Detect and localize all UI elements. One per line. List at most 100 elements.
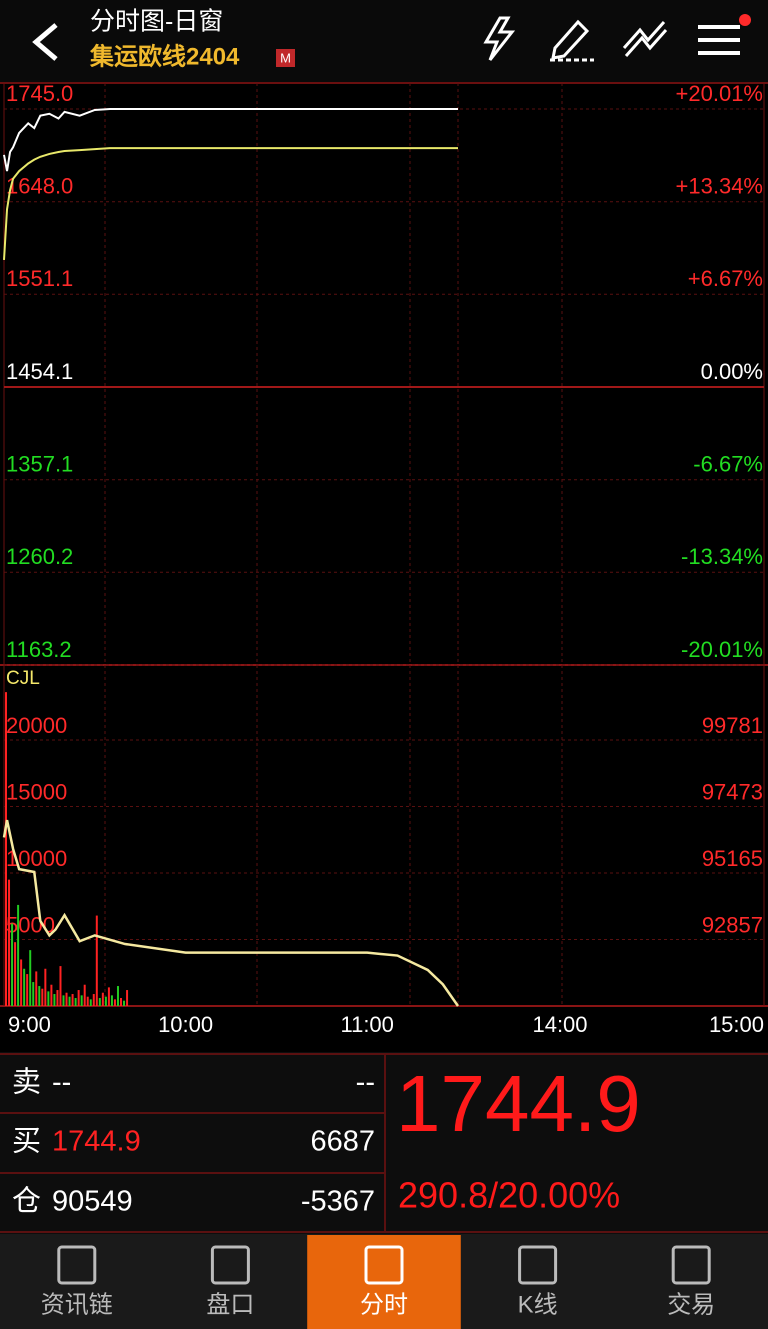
volume-bar	[8, 879, 11, 1006]
volume-bar	[120, 998, 123, 1006]
volume-bar	[107, 987, 110, 1006]
volume-bar	[123, 1000, 126, 1006]
y-tick-label: 1745.0	[6, 81, 73, 106]
volume-bar	[74, 998, 77, 1006]
tab-icon	[210, 1245, 250, 1285]
volume-bar	[65, 992, 68, 1006]
volume-bar	[32, 982, 35, 1006]
sell-label: 卖	[12, 1067, 41, 1099]
y-tick-label: 1260.2	[6, 544, 73, 569]
volume-bar	[50, 984, 53, 1006]
tab-label: 资讯链	[41, 1291, 113, 1318]
x-tick-label: 9:00	[8, 1012, 51, 1037]
tabs: 资讯链 盘口 分时 K线 交易	[41, 1235, 715, 1329]
volume-bar	[17, 904, 20, 1006]
y-tick-label: 1648.0	[6, 174, 73, 199]
page-title: 分时图-日窗	[90, 8, 223, 36]
y2-tick-label: +13.34%	[676, 173, 763, 198]
volume-bar	[44, 968, 47, 1006]
tab[interactable]: 分时	[307, 1235, 461, 1329]
volume-bar	[38, 986, 41, 1006]
indicator-button[interactable]	[622, 21, 668, 57]
y2-tick-label: +6.67%	[688, 266, 763, 291]
back-button[interactable]	[32, 23, 58, 61]
sell-price: --	[52, 1067, 71, 1099]
volume-bar	[113, 999, 116, 1006]
y2-tick-label: -6.67%	[693, 451, 763, 476]
oi-change: -5367	[301, 1186, 375, 1218]
last-price: 1744.9	[396, 1059, 641, 1148]
chart-area	[0, 82, 768, 1007]
panel-label: CJL	[6, 668, 40, 689]
volume-bar	[95, 915, 98, 1006]
volume-bar	[47, 991, 50, 1006]
volume-bar	[126, 990, 129, 1006]
tab[interactable]: 盘口	[206, 1245, 254, 1318]
oi-value: 90549	[52, 1186, 133, 1218]
volume-bar	[11, 923, 14, 1006]
volume-bar	[89, 999, 92, 1006]
x-tick-label: 14:00	[532, 1012, 587, 1037]
volume-bar	[92, 994, 95, 1006]
x-tick-label: 15:00	[709, 1012, 764, 1037]
y2-tick-label: -20.01%	[681, 637, 763, 662]
symbol-name: 集运欧线2404	[89, 42, 240, 70]
tab-icon	[671, 1245, 711, 1285]
y-tick-label: 1454.1	[6, 359, 73, 384]
tab[interactable]: 资讯链	[41, 1245, 113, 1318]
badge-box	[276, 49, 295, 67]
volume-bar	[116, 986, 119, 1006]
oi-label: 仓	[12, 1185, 41, 1218]
y-tick-label: 15000	[6, 779, 67, 804]
tab[interactable]: K线	[518, 1245, 558, 1318]
volume-bar	[101, 992, 104, 1006]
volume-bar	[80, 995, 83, 1006]
y2-tick-label: -13.34%	[681, 544, 763, 569]
volume-bar	[77, 990, 80, 1006]
y-tick-label: 1163.2	[6, 637, 72, 662]
menu-button[interactable]	[698, 14, 751, 55]
y-tick-label: 1357.1	[6, 452, 73, 477]
y2-tick-label: 95165	[702, 846, 763, 871]
volume-bar	[35, 971, 38, 1006]
volume-bar	[5, 692, 7, 1006]
tab-icon	[364, 1245, 404, 1285]
volume-bar	[29, 950, 32, 1006]
tab-label: 盘口	[206, 1291, 254, 1318]
volume-bar	[26, 974, 29, 1006]
volume-bar	[68, 996, 71, 1006]
price-change: 290.8/20.00%	[398, 1175, 620, 1216]
flash-button[interactable]	[483, 16, 516, 61]
volume-bar	[62, 995, 65, 1006]
series-line	[2, 819, 460, 1007]
volume-bar	[14, 942, 17, 1006]
y-tick-label: 20000	[6, 713, 67, 738]
sell-volume: --	[356, 1067, 375, 1099]
buy-volume: 6687	[310, 1126, 375, 1158]
tab-icon	[57, 1245, 97, 1285]
draw-button[interactable]	[550, 19, 594, 62]
y2-tick-label: 92857	[702, 912, 763, 937]
buy-price: 1744.9	[52, 1126, 141, 1158]
volume-bar	[59, 966, 62, 1006]
buy-label: 买	[12, 1126, 41, 1158]
volume-bar	[23, 968, 26, 1006]
series-line	[3, 147, 458, 261]
series-line	[3, 108, 458, 172]
y-tick-label: 1551.1	[6, 266, 73, 291]
tab[interactable]: 交易	[667, 1245, 715, 1318]
tab-icon	[518, 1245, 558, 1285]
y2-tick-label: +20.01%	[676, 81, 763, 106]
tab-label: 交易	[667, 1291, 715, 1318]
volume-bar	[53, 994, 56, 1006]
volume-bar	[41, 988, 44, 1006]
y2-tick-label: 99781	[702, 713, 763, 738]
x-tick-label: 11:00	[340, 1012, 393, 1037]
volume-bar	[104, 996, 107, 1006]
y2-tick-label: 0.00%	[701, 359, 763, 384]
volume-bar	[20, 959, 23, 1006]
quote-grid	[0, 1053, 768, 1233]
y2-tick-label: 97473	[702, 779, 763, 804]
